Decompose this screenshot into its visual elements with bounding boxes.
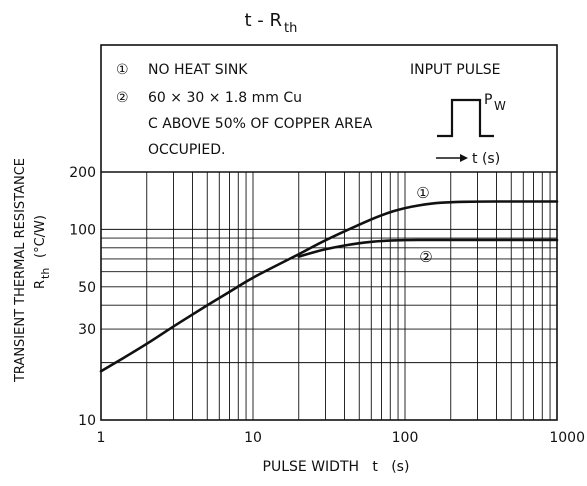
time-arrow-head — [460, 154, 468, 162]
input-pulse-inset: INPUT PULSE P W t (s) — [410, 62, 506, 167]
y-axis-label-unit: (°C/W) — [33, 215, 48, 258]
grid — [101, 172, 557, 420]
legend-notes: ① NO HEAT SINK ② 60 × 30 × 1.8 mm Cu C A… — [116, 62, 373, 158]
pulse-label: P — [484, 92, 492, 108]
y-tick-label: 50 — [78, 280, 96, 296]
y-axis-label-line2: R — [33, 280, 48, 289]
chart-title: t - R — [244, 10, 282, 31]
y-tick-label: 10 — [78, 413, 96, 429]
pulse-shape — [437, 98, 494, 138]
curves — [99, 200, 559, 373]
chart-title-subscript: th — [284, 21, 297, 36]
note-marker-1: ① — [116, 62, 129, 78]
y-tick-label: 100 — [69, 222, 96, 238]
inset-title: INPUT PULSE — [410, 62, 501, 78]
series-2-line — [297, 238, 559, 258]
x-tick-label: 1000 — [549, 430, 585, 446]
x-tick-label: 1 — [97, 430, 106, 446]
note-text-4: OCCUPIED. — [148, 142, 225, 158]
y-tick-labels: 10 30 50 100 200 — [69, 165, 96, 429]
y-tick-label: 30 — [78, 322, 96, 338]
x-tick-label: 100 — [392, 430, 419, 446]
series-2-label: ② — [419, 248, 432, 266]
x-axis-label: PULSE WIDTH t (s) — [263, 459, 410, 475]
series-1-label: ① — [416, 184, 429, 202]
note-text-2: 60 × 30 × 1.8 mm Cu — [148, 90, 302, 106]
x-tick-label: 10 — [244, 430, 262, 446]
note-text-3: C ABOVE 50% OF COPPER AREA — [148, 116, 373, 132]
chart-frame — [100, 44, 558, 421]
y-tick-label: 200 — [69, 165, 96, 181]
note-text-1: NO HEAT SINK — [148, 62, 248, 78]
y-axis-label-line1: TRANSIENT THERMAL RESISTANCE — [13, 158, 28, 383]
y-axis-label-line2-subscript: th — [39, 268, 52, 279]
time-axis-label: t (s) — [472, 151, 500, 167]
series-1-line — [99, 200, 559, 373]
y-axis-label: TRANSIENT THERMAL RESISTANCE R th (°C/W) — [13, 158, 52, 383]
x-tick-labels: 1 10 100 1000 — [97, 430, 585, 446]
note-marker-2: ② — [116, 90, 129, 106]
pulse-label-subscript: W — [494, 99, 506, 113]
